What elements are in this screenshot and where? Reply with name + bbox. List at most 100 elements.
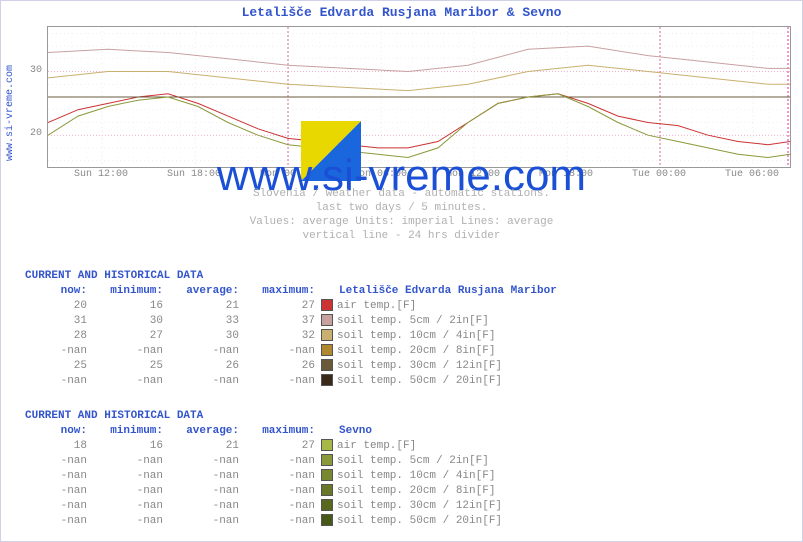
table-row: -nan-nan-nan-nansoil temp. 20cm / 8in[F]: [25, 484, 502, 499]
series-label: soil temp. 20cm / 8in[F]: [337, 345, 495, 357]
color-swatch: [321, 469, 333, 481]
series-label: soil temp. 30cm / 12in[F]: [337, 360, 502, 372]
chart-svg: [48, 27, 790, 167]
col-header: maximum:: [239, 424, 315, 439]
series-label: soil temp. 5cm / 2in[F]: [337, 315, 489, 327]
cell-value: 27: [87, 329, 163, 344]
series-label: soil temp. 30cm / 12in[F]: [337, 500, 502, 512]
cell-value: -nan: [239, 514, 315, 529]
cell-value: -nan: [239, 484, 315, 499]
station-name: Letališče Edvarda Rusjana Maribor: [339, 285, 557, 297]
series-label: soil temp. 10cm / 4in[F]: [337, 330, 495, 342]
series-label: soil temp. 50cm / 20in[F]: [337, 515, 502, 527]
col-header: minimum:: [87, 284, 163, 299]
cell-value: 18: [25, 439, 87, 454]
x-tick: Sun 12:00: [74, 169, 128, 180]
color-swatch: [321, 329, 333, 341]
table-row: -nan-nan-nan-nansoil temp. 50cm / 20in[F…: [25, 514, 502, 529]
cell-value: -nan: [25, 499, 87, 514]
cell-value: 25: [87, 359, 163, 374]
cell-value: 31: [25, 314, 87, 329]
series-label: soil temp. 50cm / 20in[F]: [337, 375, 502, 387]
color-swatch: [321, 314, 333, 326]
table-row: -nan-nan-nan-nansoil temp. 5cm / 2in[F]: [25, 454, 502, 469]
cell-value: -nan: [163, 484, 239, 499]
x-tick: Mon 06:00: [353, 169, 407, 180]
color-swatch: [321, 499, 333, 511]
color-swatch: [321, 514, 333, 526]
chart-plot-area: [47, 26, 791, 168]
cell-value: -nan: [87, 344, 163, 359]
x-tick: Tue 00:00: [632, 169, 686, 180]
series-label: soil temp. 10cm / 4in[F]: [337, 470, 495, 482]
cell-value: -nan: [163, 499, 239, 514]
series-label: air temp.[F]: [337, 300, 416, 312]
cell-value: -nan: [25, 454, 87, 469]
cell-value: -nan: [87, 514, 163, 529]
cell-value: 37: [239, 314, 315, 329]
data-table-2: CURRENT AND HISTORICAL DATAnow:minimum:a…: [25, 409, 502, 529]
cell-value: -nan: [239, 469, 315, 484]
cell-value: -nan: [163, 374, 239, 389]
table-header: CURRENT AND HISTORICAL DATA: [25, 410, 203, 422]
cell-value: -nan: [25, 344, 87, 359]
cell-value: -nan: [239, 344, 315, 359]
x-tick: Mon 12:00: [446, 169, 500, 180]
cell-value: 26: [163, 359, 239, 374]
cell-value: 30: [163, 329, 239, 344]
cell-value: -nan: [25, 484, 87, 499]
cell-value: -nan: [239, 374, 315, 389]
table-row: 20162127air temp.[F]: [25, 299, 557, 314]
table-row: -nan-nan-nan-nansoil temp. 10cm / 4in[F]: [25, 469, 502, 484]
cell-value: -nan: [25, 469, 87, 484]
cell-value: -nan: [87, 484, 163, 499]
color-swatch: [321, 454, 333, 466]
x-tick: Tue 06:00: [725, 169, 779, 180]
cell-value: -nan: [163, 344, 239, 359]
cell-value: 25: [25, 359, 87, 374]
y-tick: 20: [12, 128, 42, 139]
series-label: air temp.[F]: [337, 440, 416, 452]
cell-value: 32: [239, 329, 315, 344]
chart-title: Letališče Edvarda Rusjana Maribor & Sevn…: [1, 1, 802, 22]
col-header: average:: [163, 284, 239, 299]
y-axis-link[interactable]: www.si-vreme.com: [5, 65, 16, 161]
cell-value: 30: [87, 314, 163, 329]
caption-line: Slovenia / weather data - automatic stat…: [253, 188, 550, 200]
x-tick: Mon 18:00: [539, 169, 593, 180]
cell-value: -nan: [25, 374, 87, 389]
cell-value: -nan: [87, 499, 163, 514]
col-header: maximum:: [239, 284, 315, 299]
color-swatch: [321, 484, 333, 496]
series-label: soil temp. 5cm / 2in[F]: [337, 455, 489, 467]
table-row: -nan-nan-nan-nansoil temp. 20cm / 8in[F]: [25, 344, 557, 359]
cell-value: -nan: [87, 469, 163, 484]
table-row: 31303337soil temp. 5cm / 2in[F]: [25, 314, 557, 329]
cell-value: -nan: [163, 514, 239, 529]
cell-value: 28: [25, 329, 87, 344]
table-row: 28273032 soil temp. 10cm / 4in[F]: [25, 329, 557, 344]
main-container: Letališče Edvarda Rusjana Maribor & Sevn…: [0, 0, 803, 542]
cell-value: -nan: [239, 454, 315, 469]
cell-value: -nan: [87, 374, 163, 389]
cell-value: 20: [25, 299, 87, 314]
cell-value: -nan: [163, 469, 239, 484]
table-header: CURRENT AND HISTORICAL DATA: [25, 270, 203, 282]
caption-line: Values: average Units: imperial Lines: a…: [250, 216, 554, 228]
cell-value: -nan: [163, 454, 239, 469]
cell-value: -nan: [87, 454, 163, 469]
col-header: minimum:: [87, 424, 163, 439]
y-tick: 30: [12, 65, 42, 76]
caption-line: vertical line - 24 hrs divider: [302, 230, 500, 242]
col-header: now:: [25, 424, 87, 439]
cell-value: 26: [239, 359, 315, 374]
col-header: now:: [25, 284, 87, 299]
x-tick: Sun 18:00: [167, 169, 221, 180]
color-swatch: [321, 374, 333, 386]
table-row: -nan-nan-nan-nansoil temp. 50cm / 20in[F…: [25, 374, 557, 389]
col-header: average:: [163, 424, 239, 439]
color-swatch: [321, 344, 333, 356]
station-name: Sevno: [339, 425, 372, 437]
table-row: 25252626soil temp. 30cm / 12in[F]: [25, 359, 557, 374]
cell-value: 16: [87, 299, 163, 314]
